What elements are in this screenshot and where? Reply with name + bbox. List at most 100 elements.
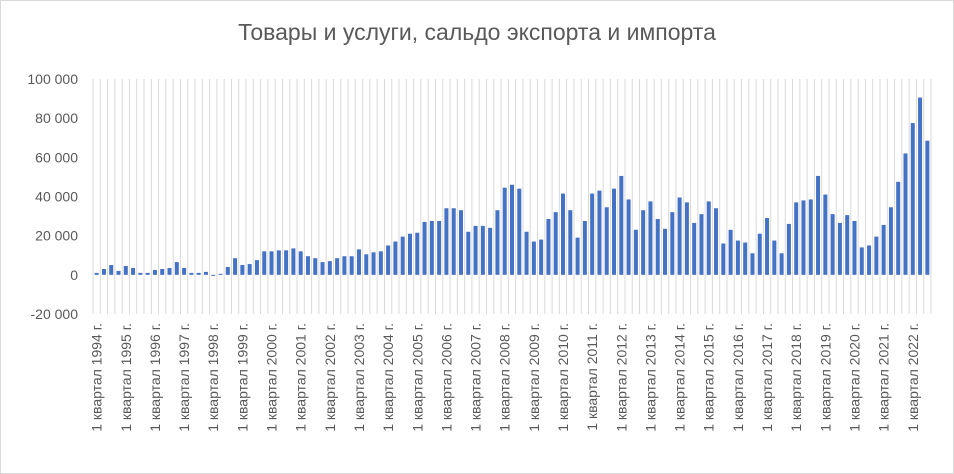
bar: [342, 256, 347, 275]
bar: [531, 241, 536, 275]
bar: [641, 210, 646, 275]
bar: [458, 210, 463, 275]
x-tick-label: 1 квартал 2006 г.: [438, 323, 454, 432]
gridlines: [92, 79, 932, 314]
bar: [910, 123, 915, 275]
bar: [196, 272, 201, 275]
bar: [502, 187, 507, 275]
y-axis-tick-labels: -20 000 0 20 000 40 000 60 000 80 000 100 000: [27, 71, 78, 322]
bar: [874, 236, 879, 275]
bar: [233, 258, 238, 275]
bar: [203, 271, 208, 275]
x-axis-tick-labels: 1 квартал 1994 г. 1 квартал 1995 г. 1 квар…: [89, 323, 921, 432]
x-tick-label: 1 квартал 2004 г.: [380, 323, 396, 432]
bar: [254, 260, 259, 275]
y-tick-label: 100 000: [27, 71, 78, 87]
bar-series: [94, 97, 930, 276]
bar: [131, 267, 136, 275]
bar: [794, 202, 799, 275]
x-tick-label: 1 квартал 2022 г.: [905, 323, 921, 432]
bar: [356, 249, 361, 275]
bar: [823, 194, 828, 275]
bar: [415, 232, 420, 275]
bar: [757, 233, 762, 275]
x-tick-label: 1 квартал 2019 г.: [817, 323, 833, 432]
bar: [888, 207, 893, 275]
x-tick-label: 1 квартал 2005 г.: [409, 323, 425, 432]
bar: [101, 268, 106, 275]
bar: [728, 229, 733, 275]
bar: [218, 273, 223, 275]
bar: [152, 269, 157, 275]
x-tick-label: 1 квартал 1999 г.: [234, 323, 250, 432]
bar: [429, 220, 434, 275]
bar: [546, 219, 551, 275]
bar: [830, 214, 835, 275]
bar: [407, 233, 412, 275]
bar: [145, 272, 150, 275]
bar: [371, 252, 376, 275]
bar: [160, 268, 165, 275]
bar: [925, 140, 930, 275]
bar: [189, 272, 194, 275]
bar: [786, 223, 791, 275]
bar: [284, 250, 289, 275]
bar: [539, 239, 544, 275]
x-tick-label: 1 квартал 2018 г.: [788, 323, 804, 432]
bar: [488, 227, 493, 275]
y-tick-label: 40 000: [35, 189, 78, 205]
bar: [612, 188, 617, 275]
bar: [138, 272, 143, 275]
bar: [393, 241, 398, 275]
x-tick-label: 1 квартал 1996 г.: [147, 323, 163, 432]
y-tick-label: 20 000: [35, 228, 78, 244]
bar: [859, 247, 864, 275]
bar: [349, 256, 354, 275]
bar: [881, 224, 886, 275]
bar: [808, 199, 813, 275]
bar: [123, 266, 128, 275]
bar: [561, 193, 566, 275]
x-tick-label: 1 квартал 2017 г.: [759, 323, 775, 432]
bar: [903, 153, 908, 275]
bar: [262, 251, 267, 275]
bar: [633, 229, 638, 275]
bar: [247, 264, 252, 275]
bar: [174, 262, 179, 275]
bar: [816, 175, 821, 275]
bar: [182, 267, 187, 275]
bar: [597, 190, 602, 275]
bar: [291, 248, 296, 275]
bar: [364, 254, 369, 275]
x-tick-label: 1 квартал 2009 г.: [526, 323, 542, 432]
x-tick-label: 1 квартал 1998 г.: [205, 323, 221, 432]
x-tick-label: 1 квартал 2010 г.: [555, 323, 571, 432]
bar: [772, 240, 777, 275]
bar: [320, 262, 325, 275]
bar: [480, 225, 485, 275]
bar: [867, 245, 872, 275]
x-tick-label: 1 квартал 2014 г.: [672, 323, 688, 432]
bar: [524, 231, 529, 275]
x-tick-label: 1 квартал 2000 г.: [264, 323, 280, 432]
bar: [714, 208, 719, 275]
bar: [582, 220, 587, 275]
bar: [553, 212, 558, 275]
bar: [699, 214, 704, 275]
bar: [706, 201, 711, 275]
bar: [648, 201, 653, 275]
bar: [918, 97, 923, 275]
bar: [386, 245, 391, 275]
x-tick-label: 1 квартал 1997 г.: [176, 323, 192, 432]
bar: [211, 274, 216, 276]
bar: [109, 265, 114, 275]
bar: [568, 210, 573, 275]
chart-title: Товары и услуги, сальдо экспорта и импор…: [238, 19, 716, 45]
x-tick-label: 1 квартал 2002 г.: [322, 323, 338, 432]
bar: [626, 199, 631, 275]
bar: [852, 220, 857, 275]
bar: [590, 193, 595, 275]
bar: [743, 242, 748, 275]
y-tick-label: 60 000: [35, 149, 78, 165]
